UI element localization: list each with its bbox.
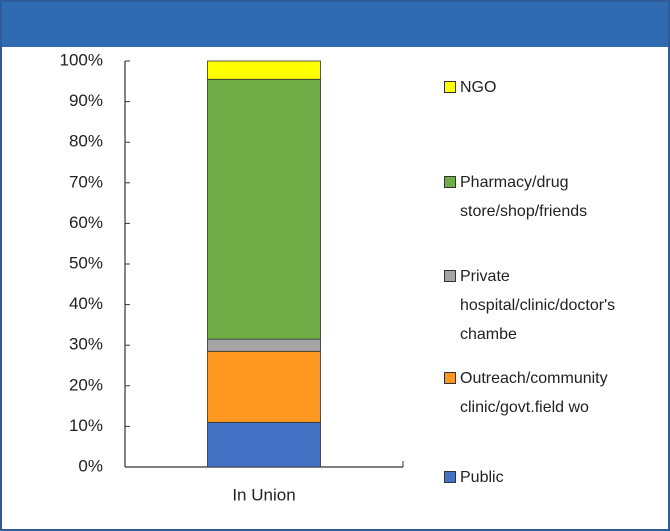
legend-swatch	[444, 81, 456, 93]
legend-label: Public	[460, 469, 504, 486]
y-tick-label: 70%	[69, 172, 103, 191]
legend-label: Pharmacy/drug store/shop/friends	[460, 174, 588, 220]
legend-swatch	[444, 176, 456, 188]
legend-item: Pharmacy/drug store/shop/friends	[444, 168, 634, 226]
legend-label: Outreach/community clinic/govt.field wo	[460, 370, 608, 416]
y-tick-label: 60%	[69, 213, 103, 232]
legend-item: NGO	[444, 73, 634, 102]
legend-swatch	[444, 471, 456, 483]
legend-swatch	[444, 270, 456, 282]
y-tick-label: 100%	[60, 50, 103, 69]
y-tick-label: 50%	[69, 253, 103, 272]
legend-item: Outreach/community clinic/govt.field wo	[444, 364, 634, 422]
y-tick-label: 20%	[69, 375, 103, 394]
y-tick-label: 30%	[69, 335, 103, 354]
bar-segment	[207, 338, 321, 352]
legend-label: NGO	[460, 79, 497, 96]
bar-segment	[207, 421, 321, 468]
y-tick-label: 0%	[78, 456, 103, 475]
header-bar	[2, 2, 668, 47]
bar-segment	[207, 350, 321, 423]
y-tick-label: 90%	[69, 91, 103, 110]
bar-segment	[207, 78, 321, 340]
legend-item: Private hospital/clinic/doctor's chambe	[444, 262, 634, 349]
bar-segment	[207, 60, 321, 80]
x-tick-label: In Union	[232, 485, 295, 504]
legend-item: Public	[444, 463, 634, 492]
legend-label: Private hospital/clinic/doctor's chambe	[460, 268, 616, 343]
y-tick-label: 10%	[69, 416, 103, 435]
legend-swatch	[444, 372, 456, 384]
y-tick-label: 80%	[69, 132, 103, 151]
y-tick-label: 40%	[69, 294, 103, 313]
